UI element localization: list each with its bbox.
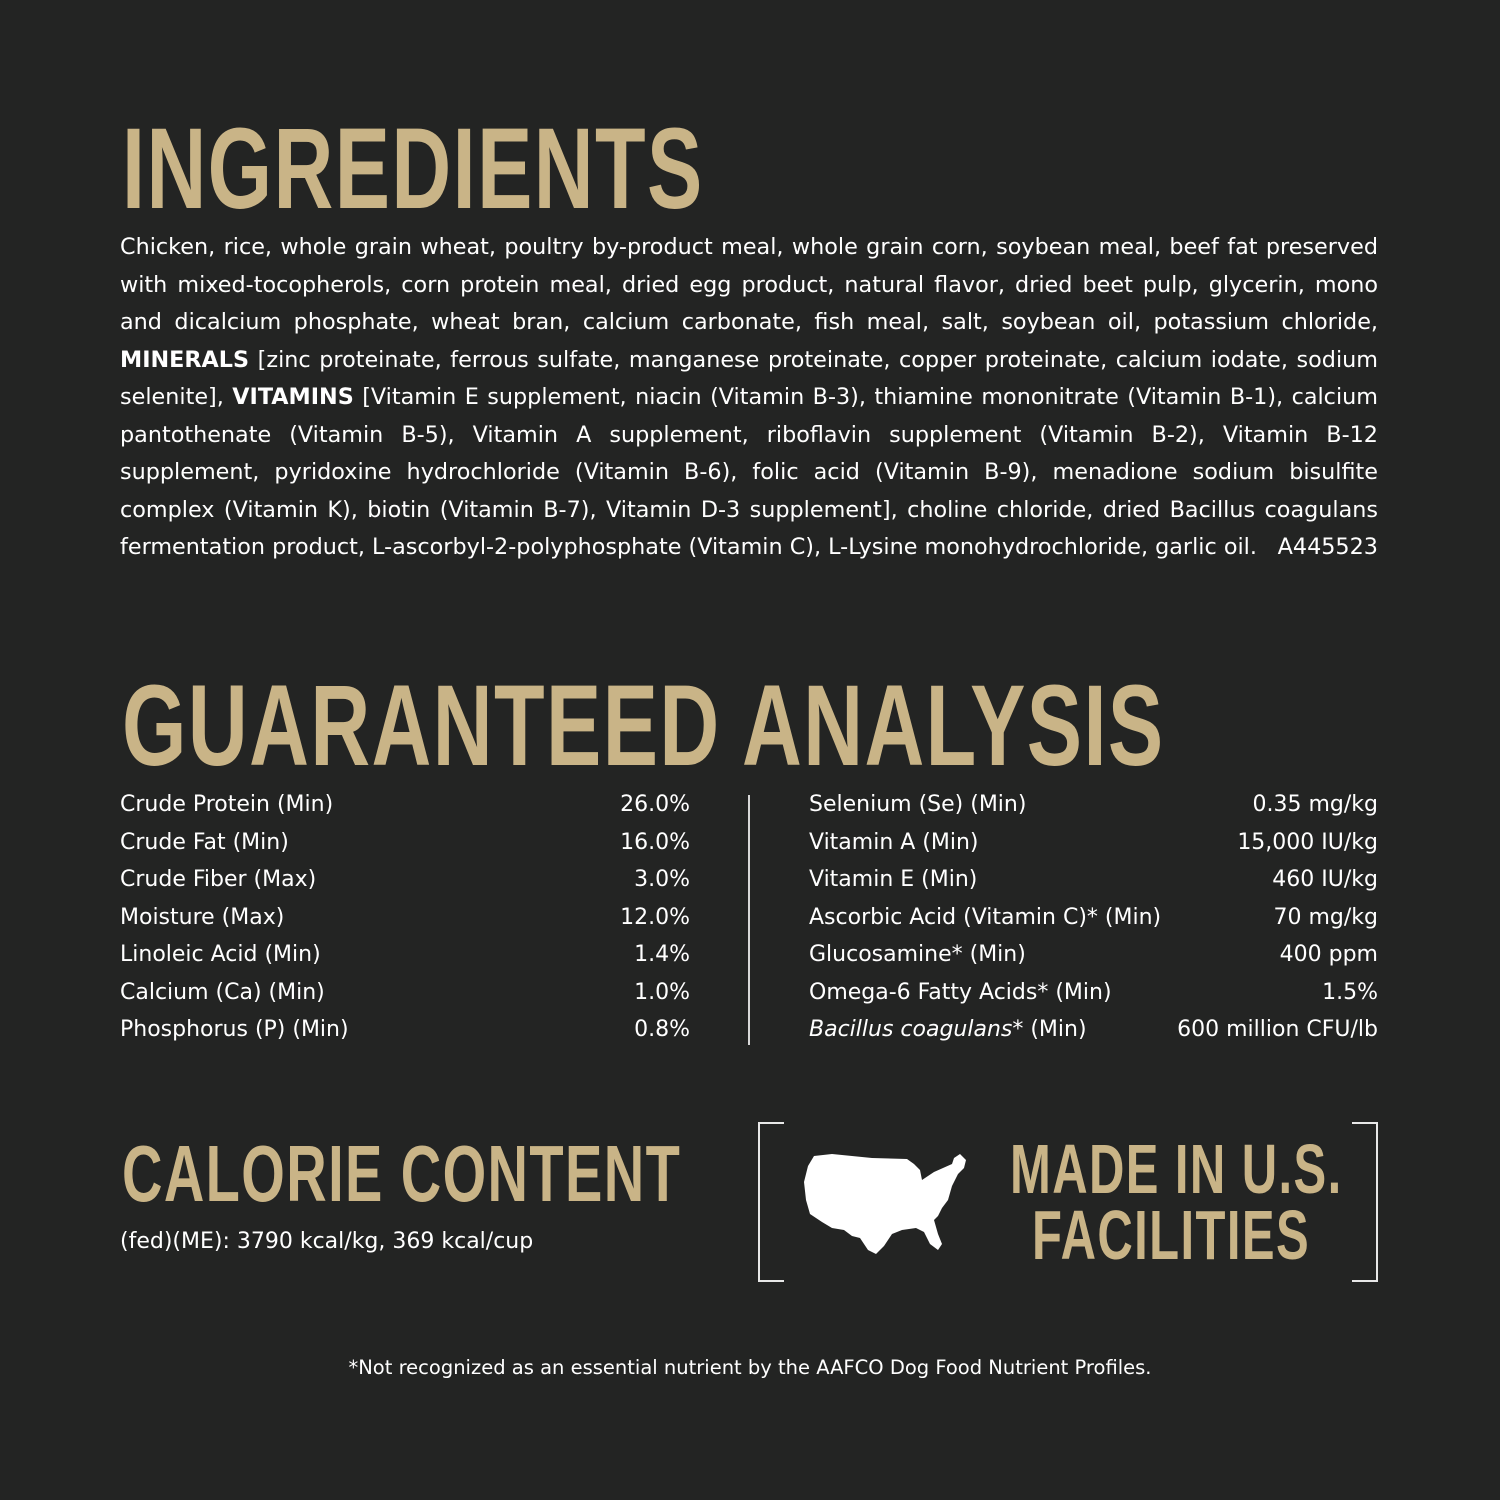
nutrient-value: 15,000 IU/kg	[1237, 829, 1378, 855]
nutrient-label: Glucosamine* (Min)	[809, 942, 1026, 967]
footnote: *Not recognized as an essential nutrient…	[348, 1356, 1152, 1379]
minerals-label: MINERALS	[120, 346, 250, 373]
guaranteed-analysis-heading: GUARANTEED ANALYSIS	[122, 662, 1165, 790]
nutrient-value: 600 million CFU/lb	[1177, 1017, 1378, 1042]
analysis-row: Phosphorus (P) (Min) 0.8%	[120, 1011, 690, 1049]
right-bracket	[1352, 1122, 1378, 1282]
nutrient-label: Crude Fiber (Max)	[120, 867, 317, 892]
calorie-content-heading: CALORIE CONTENT	[122, 1129, 682, 1218]
nutrient-label: Phosphorus (P) (Min)	[120, 1017, 349, 1042]
ingredients-list: Chicken, rice, whole grain wheat, poultr…	[120, 229, 1378, 567]
ingredients-text: [zinc proteinate, ferrous sulfate, manga…	[120, 346, 1378, 411]
analysis-row: Linoleic Acid (Min) 1.4%	[120, 936, 690, 974]
made-in-usa-text: MADE IN U.S. FACILITIES	[1010, 1130, 1343, 1274]
analysis-row: Ascorbic Acid (Vitamin C)* (Min) 70 mg/kg	[809, 899, 1378, 937]
column-divider	[748, 795, 750, 1045]
nutrient-value: 400 ppm	[1279, 942, 1378, 967]
analysis-row: Vitamin A (Min) 15,000 IU/kg	[809, 824, 1378, 862]
nutrient-label: Crude Fat (Min)	[120, 829, 289, 855]
nutrient-value: 460 IU/kg	[1272, 867, 1378, 892]
ingredients-heading: INGREDIENTS	[122, 105, 704, 233]
nutrient-value: 0.35 mg/kg	[1252, 792, 1379, 817]
made-in-usa-line2: FACILITIES	[1031, 1196, 1311, 1274]
nutrient-label: Bacillus coagulans* (Min)	[809, 1011, 1087, 1049]
made-in-usa-line1: MADE IN U.S.	[1010, 1130, 1343, 1208]
ingredients-text: Chicken, rice, whole grain wheat, poultr…	[120, 234, 1378, 335]
analysis-table-left: Crude Protein (Min) 26.0% Crude Fat (Min) 1…	[120, 786, 690, 1049]
vitamins-label: VITAMINS	[232, 384, 354, 410]
nutrient-label: Selenium (Se) (Min)	[809, 792, 1027, 817]
analysis-row: Vitamin E (Min) 460 IU/kg	[809, 861, 1378, 899]
nutrient-label: Linoleic Acid (Min)	[120, 942, 321, 967]
nutrient-label: Calcium (Ca) (Min)	[120, 979, 325, 1005]
ingredients-text: [Vitamin E supplement, niacin (Vitamin B…	[120, 384, 1378, 560]
analysis-row: Selenium (Se) (Min) 0.35 mg/kg	[809, 786, 1378, 824]
analysis-row: Calcium (Ca) (Min) 1.0%	[120, 974, 690, 1012]
nutrient-label: Vitamin A (Min)	[809, 829, 979, 855]
nutrient-value: 3.0%	[634, 867, 690, 892]
nutrient-value: 1.5%	[1322, 979, 1378, 1005]
nutrient-value: 0.8%	[634, 1017, 690, 1042]
analysis-row: Crude Protein (Min) 26.0%	[120, 786, 690, 824]
nutrient-value: 70 mg/kg	[1273, 904, 1379, 930]
nutrient-value: 16.0%	[620, 829, 690, 855]
nutrient-label: Vitamin E (Min)	[809, 867, 978, 892]
calorie-content-text: (fed)(ME): 3790 kcal/kg, 369 kcal/cup	[120, 1229, 534, 1254]
analysis-table-right: Selenium (Se) (Min) 0.35 mg/kg Vitamin A (…	[809, 786, 1378, 1049]
nutrient-label: Ascorbic Acid (Vitamin C)* (Min)	[809, 904, 1162, 930]
nutrient-label: Moisture (Max)	[120, 904, 285, 930]
analysis-row: Crude Fiber (Max) 3.0%	[120, 861, 690, 899]
analysis-row: Omega-6 Fatty Acids* (Min) 1.5%	[809, 974, 1378, 1012]
nutrient-label-rest: * (Min)	[1012, 1017, 1087, 1042]
product-code: A445523	[1277, 534, 1378, 560]
nutrient-value: 12.0%	[620, 904, 690, 930]
left-bracket	[758, 1122, 784, 1282]
nutrient-value: 1.0%	[634, 979, 690, 1005]
analysis-row: Moisture (Max) 12.0%	[120, 899, 690, 937]
nutrient-label-italic: Bacillus coagulans	[809, 1017, 1013, 1042]
analysis-row: Crude Fat (Min) 16.0%	[120, 824, 690, 862]
made-in-usa-badge: MADE IN U.S. FACILITIES	[758, 1122, 1378, 1282]
analysis-row: Bacillus coagulans* (Min) 600 million CFU…	[809, 1011, 1378, 1049]
nutrient-label: Omega-6 Fatty Acids* (Min)	[809, 979, 1112, 1005]
analysis-row: Glucosamine* (Min) 400 ppm	[809, 936, 1378, 974]
nutrient-value: 26.0%	[620, 792, 690, 817]
nutrient-label: Crude Protein (Min)	[120, 792, 334, 817]
usa-map-icon	[804, 1154, 966, 1254]
nutrient-value: 1.4%	[634, 942, 690, 967]
